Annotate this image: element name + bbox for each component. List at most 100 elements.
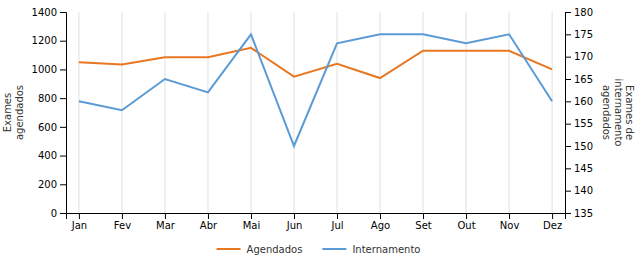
- tick-mark: [565, 34, 571, 35]
- tick-mark: [294, 213, 295, 219]
- tick-mark: [60, 69, 66, 70]
- tick-mark: [565, 101, 571, 102]
- tick: Mar: [156, 213, 176, 231]
- tick: 0: [51, 208, 66, 219]
- tick: 1200: [32, 35, 66, 46]
- axis-line: [60, 13, 67, 214]
- tick: Set: [415, 213, 432, 231]
- legend-swatch: [217, 248, 241, 250]
- grid-line: [509, 12, 510, 213]
- tick-mark: [565, 57, 571, 58]
- grid-line: [250, 12, 251, 213]
- tick-label: 0: [51, 208, 57, 219]
- legend-label: Internamento: [352, 244, 420, 255]
- y2-axis-title: Exames deinternamentoagendados: [601, 79, 635, 147]
- series-line: [79, 48, 552, 78]
- tick: 800: [38, 93, 66, 104]
- tick-label: 165: [574, 74, 593, 85]
- tick-mark: [122, 213, 123, 219]
- tick-label: 800: [38, 93, 57, 104]
- tick-label: 1200: [32, 35, 57, 46]
- tick-label: 135: [574, 208, 593, 219]
- tick: Out: [457, 213, 475, 231]
- tick: 200: [38, 179, 66, 190]
- tick-mark: [251, 213, 252, 219]
- legend-item: Internamento: [322, 244, 420, 255]
- tick-label: Set: [415, 220, 432, 231]
- tick: Dez: [543, 213, 562, 231]
- series-group: [79, 34, 552, 146]
- tick: 175: [565, 29, 593, 40]
- tick: Nov: [500, 213, 520, 231]
- tick-mark: [423, 213, 424, 219]
- tick-label: 400: [38, 150, 57, 161]
- grid-line: [207, 12, 208, 213]
- tick-mark: [60, 12, 66, 13]
- tick-label: 200: [38, 179, 57, 190]
- legend-swatch: [322, 248, 346, 250]
- y-axis-title: Examesagendados: [2, 85, 25, 140]
- grid-line: [380, 12, 381, 213]
- tick: 150: [565, 141, 593, 152]
- tick-label: 1000: [32, 64, 57, 75]
- tick-label: 140: [574, 185, 593, 196]
- tick-mark: [552, 213, 553, 219]
- tick-mark: [509, 213, 510, 219]
- tick-label: 175: [574, 29, 593, 40]
- tick-mark: [565, 213, 571, 214]
- tick: 170: [565, 51, 593, 62]
- tick-label: Ago: [371, 220, 390, 231]
- tick: 160: [565, 96, 593, 107]
- tick-mark: [380, 213, 381, 219]
- tick-label: 155: [574, 118, 593, 129]
- x-axis: JanFevMarAbrMaiJunJulAgoSetOutNovDez: [67, 213, 566, 231]
- axis-line: [566, 13, 572, 214]
- grid-line: [337, 12, 338, 213]
- tick: 600: [38, 122, 66, 133]
- tick-mark: [466, 213, 467, 219]
- grid-line: [466, 12, 467, 213]
- tick-mark: [60, 213, 66, 214]
- tick-label: Jan: [71, 220, 87, 231]
- tick-mark: [60, 184, 66, 185]
- tick-mark: [79, 213, 80, 219]
- tick-mark: [165, 213, 166, 219]
- tick-mark: [208, 213, 209, 219]
- tick-label: 160: [574, 96, 593, 107]
- tick: 1000: [32, 64, 66, 75]
- tick-mark: [565, 12, 571, 13]
- tick-label: 150: [574, 141, 593, 152]
- legend: Agendados Internamento: [217, 244, 421, 255]
- tick: Abr: [200, 213, 218, 231]
- tick: 400: [38, 150, 66, 161]
- tick: Ago: [371, 213, 390, 231]
- tick: 165: [565, 74, 593, 85]
- legend-label: Agendados: [247, 244, 303, 255]
- tick: Jan: [71, 213, 87, 231]
- tick-label: 600: [38, 122, 57, 133]
- plot-area: JanFevMarAbrMaiJunJulAgoSetOutNovDez0200…: [2, 7, 635, 231]
- tick: Jun: [286, 213, 303, 231]
- tick-mark: [60, 98, 66, 99]
- tick: Jul: [330, 213, 343, 231]
- tick-mark: [565, 191, 571, 192]
- tick-label: 145: [574, 163, 593, 174]
- tick-mark: [60, 41, 66, 42]
- tick-mark: [60, 127, 66, 128]
- tick-mark: [565, 124, 571, 125]
- tick: 155: [565, 118, 593, 129]
- chart: JanFevMarAbrMaiJunJulAgoSetOutNovDez0200…: [0, 0, 637, 259]
- grid-line: [423, 12, 424, 213]
- tick-label: Fev: [114, 220, 131, 231]
- tick: 140: [565, 185, 593, 196]
- tick-label: Abr: [200, 220, 218, 231]
- tick-label: Jul: [330, 220, 343, 231]
- tick: 135: [565, 208, 593, 219]
- tick-mark: [60, 156, 66, 157]
- y-axis: 0 200 400 600 800 1000 1200 1400: [32, 7, 67, 219]
- y2-axis: 135140145150155160165170175180: [565, 7, 593, 219]
- tick-mark: [565, 168, 571, 169]
- axis-line: [67, 214, 566, 220]
- tick-label: Nov: [500, 220, 520, 231]
- tick-label: 1400: [32, 7, 57, 18]
